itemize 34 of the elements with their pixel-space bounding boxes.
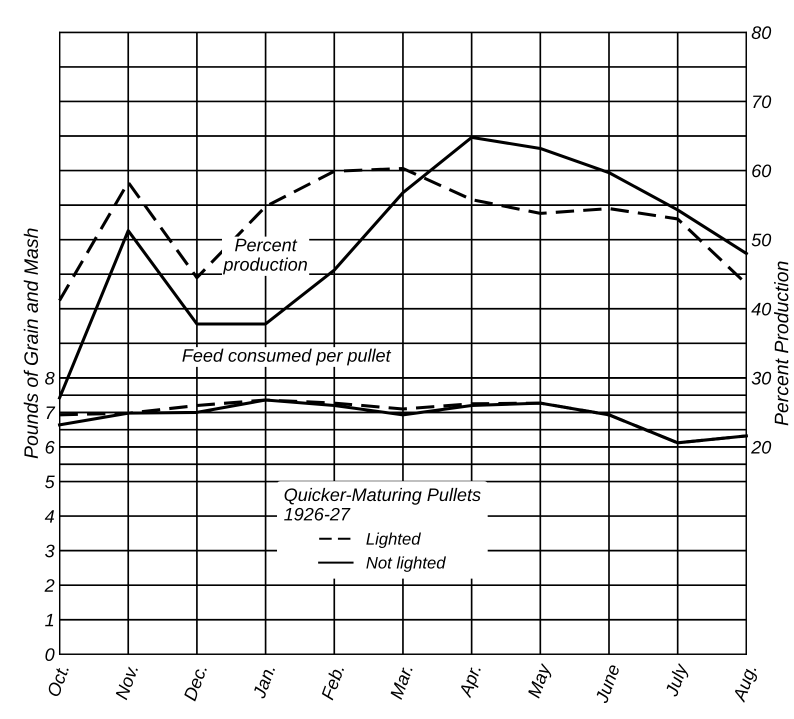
y2-tick-label: 20: [751, 440, 772, 454]
y2-axis-title: Percent Production: [774, 262, 788, 426]
x-tick-label: Apr.: [458, 664, 484, 700]
legend-title: Quicker-Maturing Pullets 1926-27: [284, 488, 481, 521]
x-tick-label: Feb.: [320, 664, 344, 701]
y2-tick-label: 60: [752, 164, 772, 178]
x-tick-label: Nov.: [115, 664, 138, 700]
y-tick-label: 6: [46, 440, 55, 454]
y2-tick-label: 40: [751, 302, 772, 316]
annotation: Percent production: [222, 238, 307, 274]
y2-tick-label: 30: [752, 372, 772, 385]
y-tick-label: 5: [45, 476, 55, 488]
y-tick-label: 7: [46, 406, 56, 419]
y-axis-title: Pounds of Grain and Mash: [24, 228, 38, 458]
y-tick-label: 0: [45, 648, 55, 662]
x-tick-label: July: [664, 662, 692, 699]
annotation: Feed consumed per pullet: [182, 348, 392, 366]
x-tick-label: Jan.: [252, 664, 276, 700]
y-tick-label: 8: [45, 372, 55, 385]
x-tick-label: June: [595, 663, 620, 704]
legend-label: Not lighted: [366, 556, 446, 572]
x-tick-label: Aug.: [732, 664, 760, 704]
x-tick-label: Oct.: [46, 664, 70, 698]
x-tick-label: Mar.: [390, 664, 413, 700]
y-tick-label: 1: [45, 614, 54, 626]
y-tick-label: 3: [45, 544, 55, 558]
y2-tick-label: 70: [753, 95, 772, 108]
y-tick-label: 4: [44, 510, 54, 523]
y2-tick-label: 80: [752, 26, 772, 40]
y2-tick-label: 50: [752, 234, 772, 246]
y-tick-label: 2: [44, 579, 54, 592]
x-tick-label: May: [527, 662, 554, 700]
x-tick-label: Dec.: [183, 664, 208, 702]
legend-label: Lighted: [366, 532, 421, 548]
